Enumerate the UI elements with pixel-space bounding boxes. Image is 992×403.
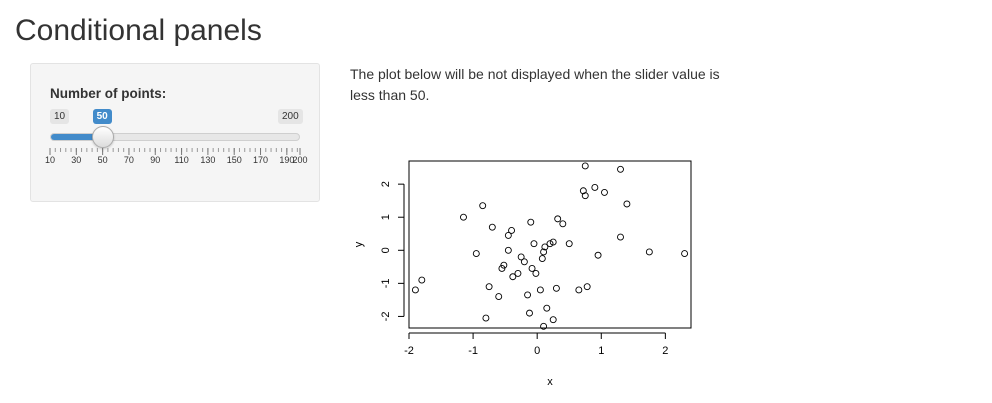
data-point (514, 269, 522, 277)
data-point (541, 243, 549, 251)
data-point (617, 165, 624, 173)
description-text: The plot below will be not displayed whe… (350, 66, 720, 103)
page-title: Conditional panels (15, 14, 262, 47)
slider-value-badge: 50 (92, 109, 112, 124)
slider-grid-label: 170 (253, 155, 269, 165)
data-point (524, 291, 532, 299)
data-point (594, 251, 602, 259)
data-point (549, 238, 557, 246)
data-point (460, 213, 467, 221)
data-point (509, 273, 517, 281)
slider-grid: 10 30 50 70 90 110 130 150 170 190 200 (31, 147, 321, 177)
data-point (591, 184, 599, 191)
slider-grid-label: 200 (292, 155, 308, 165)
data-point (540, 248, 548, 256)
data-point (495, 293, 503, 301)
data-point (479, 202, 487, 210)
slider-grid-label: 30 (71, 155, 82, 165)
slider-grid-label: 90 (150, 155, 161, 165)
data-point (538, 255, 546, 263)
y-tick-label: 1 (380, 214, 392, 220)
data-point (554, 215, 562, 223)
data-point (418, 276, 426, 284)
slider-min-badge: 10 (50, 109, 70, 124)
x-tick-label: 1 (598, 345, 604, 357)
data-point (532, 269, 540, 277)
data-point (583, 283, 591, 291)
y-tick-label: -2 (380, 312, 392, 322)
scatter-plot: -2 -1 0 1 2 x -2 -1 0 1 2 y (353, 160, 692, 388)
data-point (530, 240, 538, 248)
data-point (552, 284, 560, 292)
data-point (482, 314, 490, 322)
slider-grid-label: 130 (200, 155, 216, 165)
y-axis-label: y (353, 241, 365, 247)
data-point (520, 258, 528, 266)
data-point (526, 309, 533, 317)
y-tick-label: 2 (380, 181, 392, 187)
data-point (504, 246, 512, 254)
x-axis-label: x (547, 376, 553, 388)
slider-handle[interactable] (91, 126, 114, 148)
sidebar-panel: Number of points: 10 200 50 10 30 50 70 90 11… (30, 63, 320, 202)
x-tick-label: -1 (468, 345, 478, 357)
data-point (575, 286, 583, 294)
slider-grid-label: 10 (44, 155, 56, 165)
data-point (645, 248, 653, 256)
data-point (549, 316, 557, 324)
data-point (581, 192, 589, 200)
slider-fill (51, 134, 104, 140)
data-point (581, 162, 589, 170)
slider-track[interactable] (50, 133, 300, 141)
data-point (500, 261, 508, 269)
data-point (543, 304, 551, 312)
data-point (617, 233, 624, 241)
data-point (601, 188, 608, 196)
data-point (565, 240, 573, 248)
slider-grid-label: 190 (279, 155, 295, 165)
data-point (528, 265, 536, 272)
slider-tick-marks (49, 148, 301, 155)
data-point (546, 240, 554, 248)
data-point (472, 250, 480, 258)
data-point (485, 283, 493, 291)
data-point (559, 220, 567, 228)
x-tick-label: 2 (662, 345, 668, 357)
x-tick-label: 0 (534, 345, 540, 357)
data-point (498, 265, 506, 272)
y-tick-label: -1 (380, 278, 392, 288)
plot-frame (408, 160, 692, 329)
data-point (411, 286, 419, 294)
data-point (681, 250, 689, 258)
data-point (540, 322, 548, 330)
slider-grid-label: 110 (174, 155, 189, 165)
data-point (536, 286, 544, 294)
slider-grid-label: 50 (97, 155, 108, 165)
data-point (527, 218, 535, 226)
data-point (488, 223, 496, 231)
data-point (508, 226, 515, 234)
slider-grid-label: 70 (123, 155, 134, 165)
y-tick-label: 0 (380, 247, 392, 253)
data-point (517, 253, 525, 261)
x-tick-label: -2 (404, 345, 414, 357)
data-point (623, 200, 631, 208)
data-point (504, 231, 512, 239)
slider-label: Number of points: (50, 86, 167, 101)
slider-max-badge: 200 (278, 109, 303, 124)
slider-grid-label: 150 (226, 155, 242, 165)
